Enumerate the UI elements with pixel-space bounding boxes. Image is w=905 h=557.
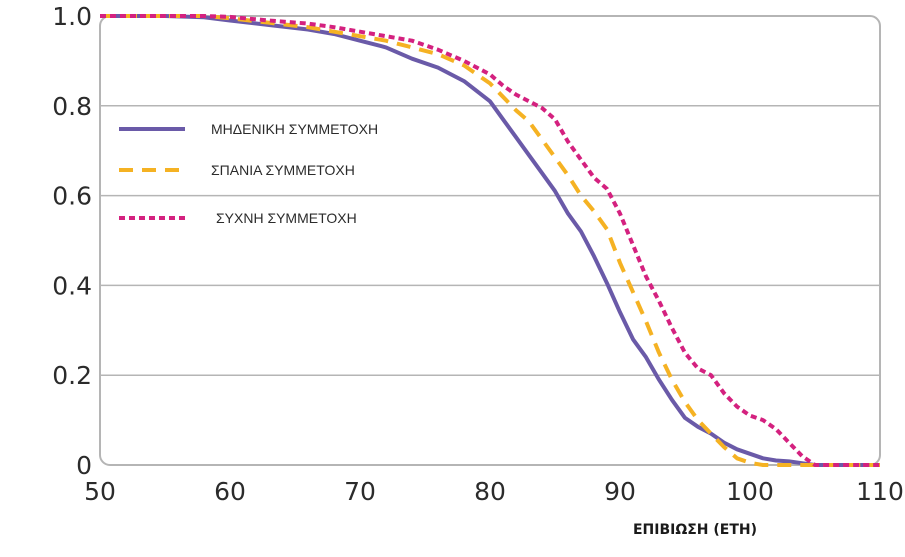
y-axis-ticks: 0 0.2 0.4 0.6 0.8 1.0	[52, 2, 92, 480]
series-line-1	[100, 14, 880, 467]
legend-label: ΣΠΑΝΙΑ ΣΥΜΜΕΤΟΧΗ	[211, 162, 355, 178]
series-line-3	[100, 14, 880, 467]
x-tick-label: 100	[726, 477, 774, 506]
legend-label: ΣΥΧΝΗ ΣΥΜΜΕΤΟΧΗ	[216, 210, 357, 226]
y-tick-label: 0.4	[52, 271, 92, 300]
y-tick-label: 0.8	[52, 92, 92, 121]
grid	[100, 105, 880, 376]
y-tick-label: 0	[76, 451, 92, 480]
legend-label: ΜΗΔΕΝΙΚΗ ΣΥΜΜΕΤΟΧΗ	[211, 121, 378, 137]
series-layer	[100, 14, 880, 467]
legend: ΜΗΔΕΝΙΚΗ ΣΥΜΜΕΤΟΧΗ ΣΠΑΝΙΑ ΣΥΜΜΕΤΟΧΗ ΣΥΧΝΗ …	[119, 121, 378, 226]
y-tick-label: 0.2	[52, 361, 92, 390]
plot-frame	[99, 15, 881, 466]
x-tick-label: 60	[214, 477, 246, 506]
x-tick-label: 90	[604, 477, 636, 506]
x-axis-label: ΕΠΙΒΙΩΣΗ (ΕΤΗ)	[633, 522, 757, 538]
x-tick-label: 110	[856, 477, 904, 506]
y-tick-label: 0.6	[52, 182, 92, 211]
x-axis-ticks: 50 60 70 80 90 100 110	[84, 477, 904, 506]
x-tick-label: 70	[344, 477, 376, 506]
x-tick-label: 50	[84, 477, 116, 506]
x-tick-label: 80	[474, 477, 506, 506]
y-tick-label: 1.0	[52, 2, 92, 31]
series-line-2	[100, 14, 880, 467]
